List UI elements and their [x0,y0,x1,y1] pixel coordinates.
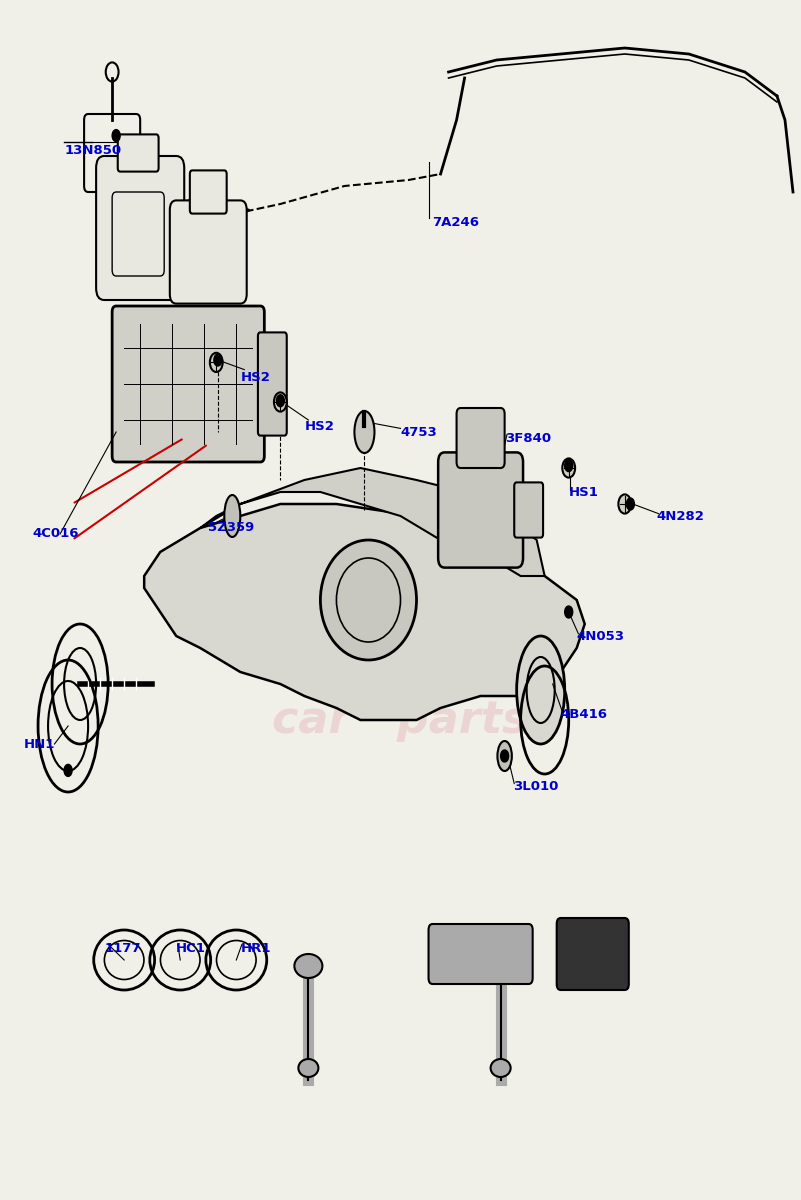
Polygon shape [144,504,585,720]
Text: 4C016: 4C016 [32,528,78,540]
Text: 4N053: 4N053 [577,630,625,642]
Ellipse shape [497,740,512,770]
Circle shape [274,392,287,412]
FancyBboxPatch shape [96,156,184,300]
Text: 1177: 1177 [104,942,141,954]
Text: 7A246: 7A246 [433,216,480,228]
Text: 4B416: 4B416 [561,708,608,720]
Circle shape [112,130,120,142]
FancyBboxPatch shape [557,918,629,990]
Circle shape [64,764,72,776]
Text: 4753: 4753 [400,426,437,438]
Text: HS2: HS2 [304,420,334,432]
Circle shape [565,606,573,618]
Ellipse shape [354,410,374,452]
Text: 13N850: 13N850 [64,144,121,156]
Text: scuderia
car   parts: scuderia car parts [272,649,529,743]
Ellipse shape [224,496,240,538]
Ellipse shape [517,636,565,744]
FancyBboxPatch shape [514,482,543,538]
Text: HC1: HC1 [176,942,206,954]
Circle shape [276,395,284,407]
Text: HS1: HS1 [569,486,598,498]
Text: 5Z359: 5Z359 [208,522,255,534]
Text: HR1: HR1 [240,942,271,954]
FancyBboxPatch shape [118,134,159,172]
Circle shape [618,494,631,514]
Text: HN1: HN1 [24,738,55,750]
Circle shape [562,458,575,478]
FancyBboxPatch shape [112,306,264,462]
FancyBboxPatch shape [190,170,227,214]
Ellipse shape [487,954,515,978]
Ellipse shape [298,1058,318,1078]
FancyBboxPatch shape [438,452,523,568]
Ellipse shape [490,1058,511,1078]
Circle shape [210,353,223,372]
Circle shape [565,460,573,472]
FancyBboxPatch shape [170,200,247,304]
Text: 4N282: 4N282 [657,510,705,522]
FancyBboxPatch shape [429,924,533,984]
Text: HS2: HS2 [240,372,270,384]
Ellipse shape [295,954,322,978]
Text: 3F840: 3F840 [505,432,551,444]
Circle shape [501,750,509,762]
Ellipse shape [320,540,417,660]
Circle shape [214,354,222,366]
FancyBboxPatch shape [457,408,505,468]
Circle shape [626,498,634,510]
FancyBboxPatch shape [258,332,287,436]
Polygon shape [200,468,545,576]
Text: 3L010: 3L010 [513,780,558,792]
